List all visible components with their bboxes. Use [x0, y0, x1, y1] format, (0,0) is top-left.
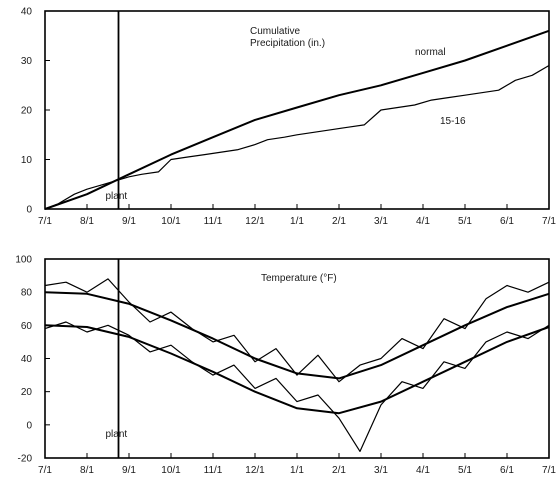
c1-x-tick-label-6: 1/1 [290, 465, 304, 476]
c0-series-label-0: normal [415, 47, 446, 58]
c1-series-line-2 [44, 278, 550, 383]
c1-x-tick-label-7: 2/1 [332, 465, 346, 476]
c1-x-tick-label-0: 7/1 [38, 465, 52, 476]
c1-x-tick-label-10: 5/1 [458, 465, 472, 476]
c1-y-tick-label-3: 40 [21, 354, 33, 365]
c0-x-tick-label-12: 7/1 [542, 216, 556, 227]
c0-x-tick-label-3: 10/1 [161, 216, 181, 227]
c0-x-tick-label-0: 7/1 [38, 216, 52, 227]
c0-y-tick-label-3: 30 [21, 56, 33, 67]
c0-title-line-0: Cumulative [250, 26, 300, 37]
c1-title: Temperature (°F) [261, 273, 337, 284]
c0-title-line-1: Precipitation (in.) [250, 38, 325, 49]
c0-series-line-1 [44, 64, 550, 210]
c0-y-tick-label-2: 20 [21, 106, 33, 117]
c1-x-tick-label-4: 11/1 [204, 465, 223, 476]
c0-series-label-1: 15-16 [440, 116, 466, 127]
c1-x-tick-label-12: 7/1 [542, 465, 556, 476]
c1-x-tick-label-8: 3/1 [374, 465, 388, 476]
c0-y-tick-label-0: 0 [26, 205, 32, 216]
c1-x-tick-label-2: 9/1 [122, 465, 136, 476]
c1-x-tick-label-9: 4/1 [416, 465, 430, 476]
c0-x-tick-label-6: 1/1 [290, 216, 304, 227]
c1-series-line-3 [44, 321, 550, 452]
c1-x-tick-label-11: 6/1 [500, 465, 514, 476]
c0-plant-label: plant [106, 191, 128, 202]
c1-y-tick-label-1: 0 [26, 420, 32, 431]
c1-y-tick-label-2: 20 [21, 387, 33, 398]
c1-x-tick-label-1: 8/1 [80, 465, 94, 476]
c0-series-line-0 [44, 29, 550, 210]
c1-y-tick-label-5: 80 [21, 288, 33, 299]
c0-x-tick-label-11: 6/1 [500, 216, 514, 227]
c1-series-line-1 [44, 324, 550, 415]
c1-series-line-0 [44, 291, 550, 380]
c0-y-tick-label-4: 40 [21, 7, 33, 18]
c0-x-tick-label-1: 8/1 [80, 216, 94, 227]
c1-x-tick-label-3: 10/1 [161, 465, 181, 476]
c0-x-tick-label-8: 3/1 [374, 216, 388, 227]
c0-x-tick-label-9: 4/1 [416, 216, 430, 227]
c0-x-tick-label-2: 9/1 [122, 216, 136, 227]
c0-y-tick-label-1: 10 [21, 155, 33, 166]
c1-plant-label: plant [106, 429, 128, 440]
c1-y-tick-label-0: -20 [18, 454, 33, 465]
c1-y-tick-label-4: 60 [21, 321, 33, 332]
c0-x-tick-label-10: 5/1 [458, 216, 472, 227]
c0-x-tick-label-7: 2/1 [332, 216, 346, 227]
c1-y-tick-label-6: 100 [15, 255, 32, 266]
c0-x-tick-label-4: 11/1 [204, 216, 223, 227]
c0-x-tick-label-5: 12/1 [245, 216, 265, 227]
c1-x-tick-label-5: 12/1 [245, 465, 265, 476]
